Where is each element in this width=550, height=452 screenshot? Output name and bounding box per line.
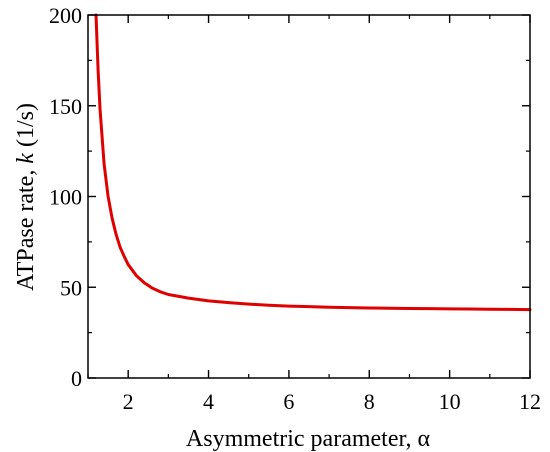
y-axis-label-symbol: k	[13, 153, 39, 164]
y-tick-label: 0	[71, 366, 82, 391]
x-tick-label: 8	[364, 389, 375, 414]
series-line	[94, 13, 532, 312]
y-tick-label: 150	[49, 94, 82, 119]
tick-labels-layer: 2 4 6 8 10 12 0 50 100 150 200	[49, 3, 541, 414]
x-axis-label: Asymmetric parameter, α	[186, 426, 431, 452]
y-tick-label: 50	[60, 275, 82, 300]
x-tick-label: 4	[203, 389, 214, 414]
ticks-layer	[87, 14, 531, 379]
y-tick-label: 200	[49, 3, 82, 28]
y-axis-label-units: (1/s)	[13, 103, 39, 153]
y-axis-label: ATPase rate, k (1/s)	[13, 103, 39, 291]
x-tick-label: 2	[123, 389, 134, 414]
x-tick-label: 6	[283, 389, 294, 414]
plot-frame	[87, 14, 531, 379]
y-tick-label: 100	[49, 185, 82, 210]
y-axis-label-prefix: ATPase rate,	[13, 164, 39, 291]
x-tick-label: 10	[439, 389, 461, 414]
x-tick-label: 12	[519, 389, 541, 414]
